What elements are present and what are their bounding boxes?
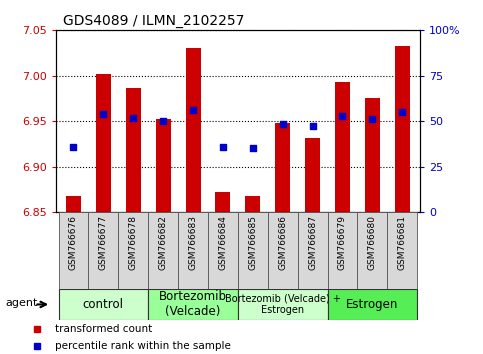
Bar — [215, 192, 230, 212]
Text: Estrogen: Estrogen — [346, 298, 398, 311]
Bar — [245, 196, 260, 212]
Point — [398, 109, 406, 115]
Text: GSM766678: GSM766678 — [129, 215, 138, 270]
Text: transformed count: transformed count — [55, 324, 152, 334]
Text: GDS4089 / ILMN_2102257: GDS4089 / ILMN_2102257 — [63, 14, 244, 28]
Bar — [335, 82, 350, 212]
Text: control: control — [83, 298, 124, 311]
Point — [129, 115, 137, 120]
Text: GSM766687: GSM766687 — [308, 215, 317, 270]
Bar — [148, 212, 178, 289]
Text: Bortezomib
(Velcade): Bortezomib (Velcade) — [159, 290, 227, 319]
Text: GSM766683: GSM766683 — [188, 215, 198, 270]
Bar — [327, 289, 417, 320]
Bar — [275, 123, 290, 212]
Text: GSM766680: GSM766680 — [368, 215, 377, 270]
Text: GSM766679: GSM766679 — [338, 215, 347, 270]
Bar — [387, 212, 417, 289]
Text: agent: agent — [6, 298, 38, 308]
Text: GSM766684: GSM766684 — [218, 215, 227, 269]
Bar — [238, 289, 327, 320]
Point — [279, 121, 286, 127]
Bar — [185, 48, 200, 212]
Point — [70, 144, 77, 150]
Text: GSM766686: GSM766686 — [278, 215, 287, 270]
Bar — [118, 212, 148, 289]
Point — [369, 116, 376, 122]
Point — [309, 123, 316, 129]
Point — [219, 144, 227, 150]
Bar — [58, 289, 148, 320]
Bar — [327, 212, 357, 289]
Bar — [126, 88, 141, 212]
Text: percentile rank within the sample: percentile rank within the sample — [55, 341, 230, 351]
Bar — [238, 212, 268, 289]
Bar — [156, 119, 170, 212]
Text: GSM766676: GSM766676 — [69, 215, 78, 270]
Bar — [58, 212, 88, 289]
Bar — [357, 212, 387, 289]
Bar — [148, 289, 238, 320]
Point — [339, 113, 346, 119]
Bar — [298, 212, 327, 289]
Bar — [96, 74, 111, 212]
Bar — [88, 212, 118, 289]
Text: GSM766681: GSM766681 — [398, 215, 407, 270]
Bar — [178, 212, 208, 289]
Bar — [208, 212, 238, 289]
Point — [249, 145, 256, 150]
Point — [99, 111, 107, 117]
Bar — [365, 98, 380, 212]
Text: Bortezomib (Velcade) +
Estrogen: Bortezomib (Velcade) + Estrogen — [225, 293, 341, 315]
Text: GSM766677: GSM766677 — [99, 215, 108, 270]
Bar — [66, 196, 81, 212]
Point — [159, 118, 167, 124]
Bar — [305, 138, 320, 212]
Text: GSM766682: GSM766682 — [158, 215, 168, 269]
Bar — [268, 212, 298, 289]
Bar — [395, 46, 410, 212]
Text: GSM766685: GSM766685 — [248, 215, 257, 270]
Point — [189, 108, 197, 113]
